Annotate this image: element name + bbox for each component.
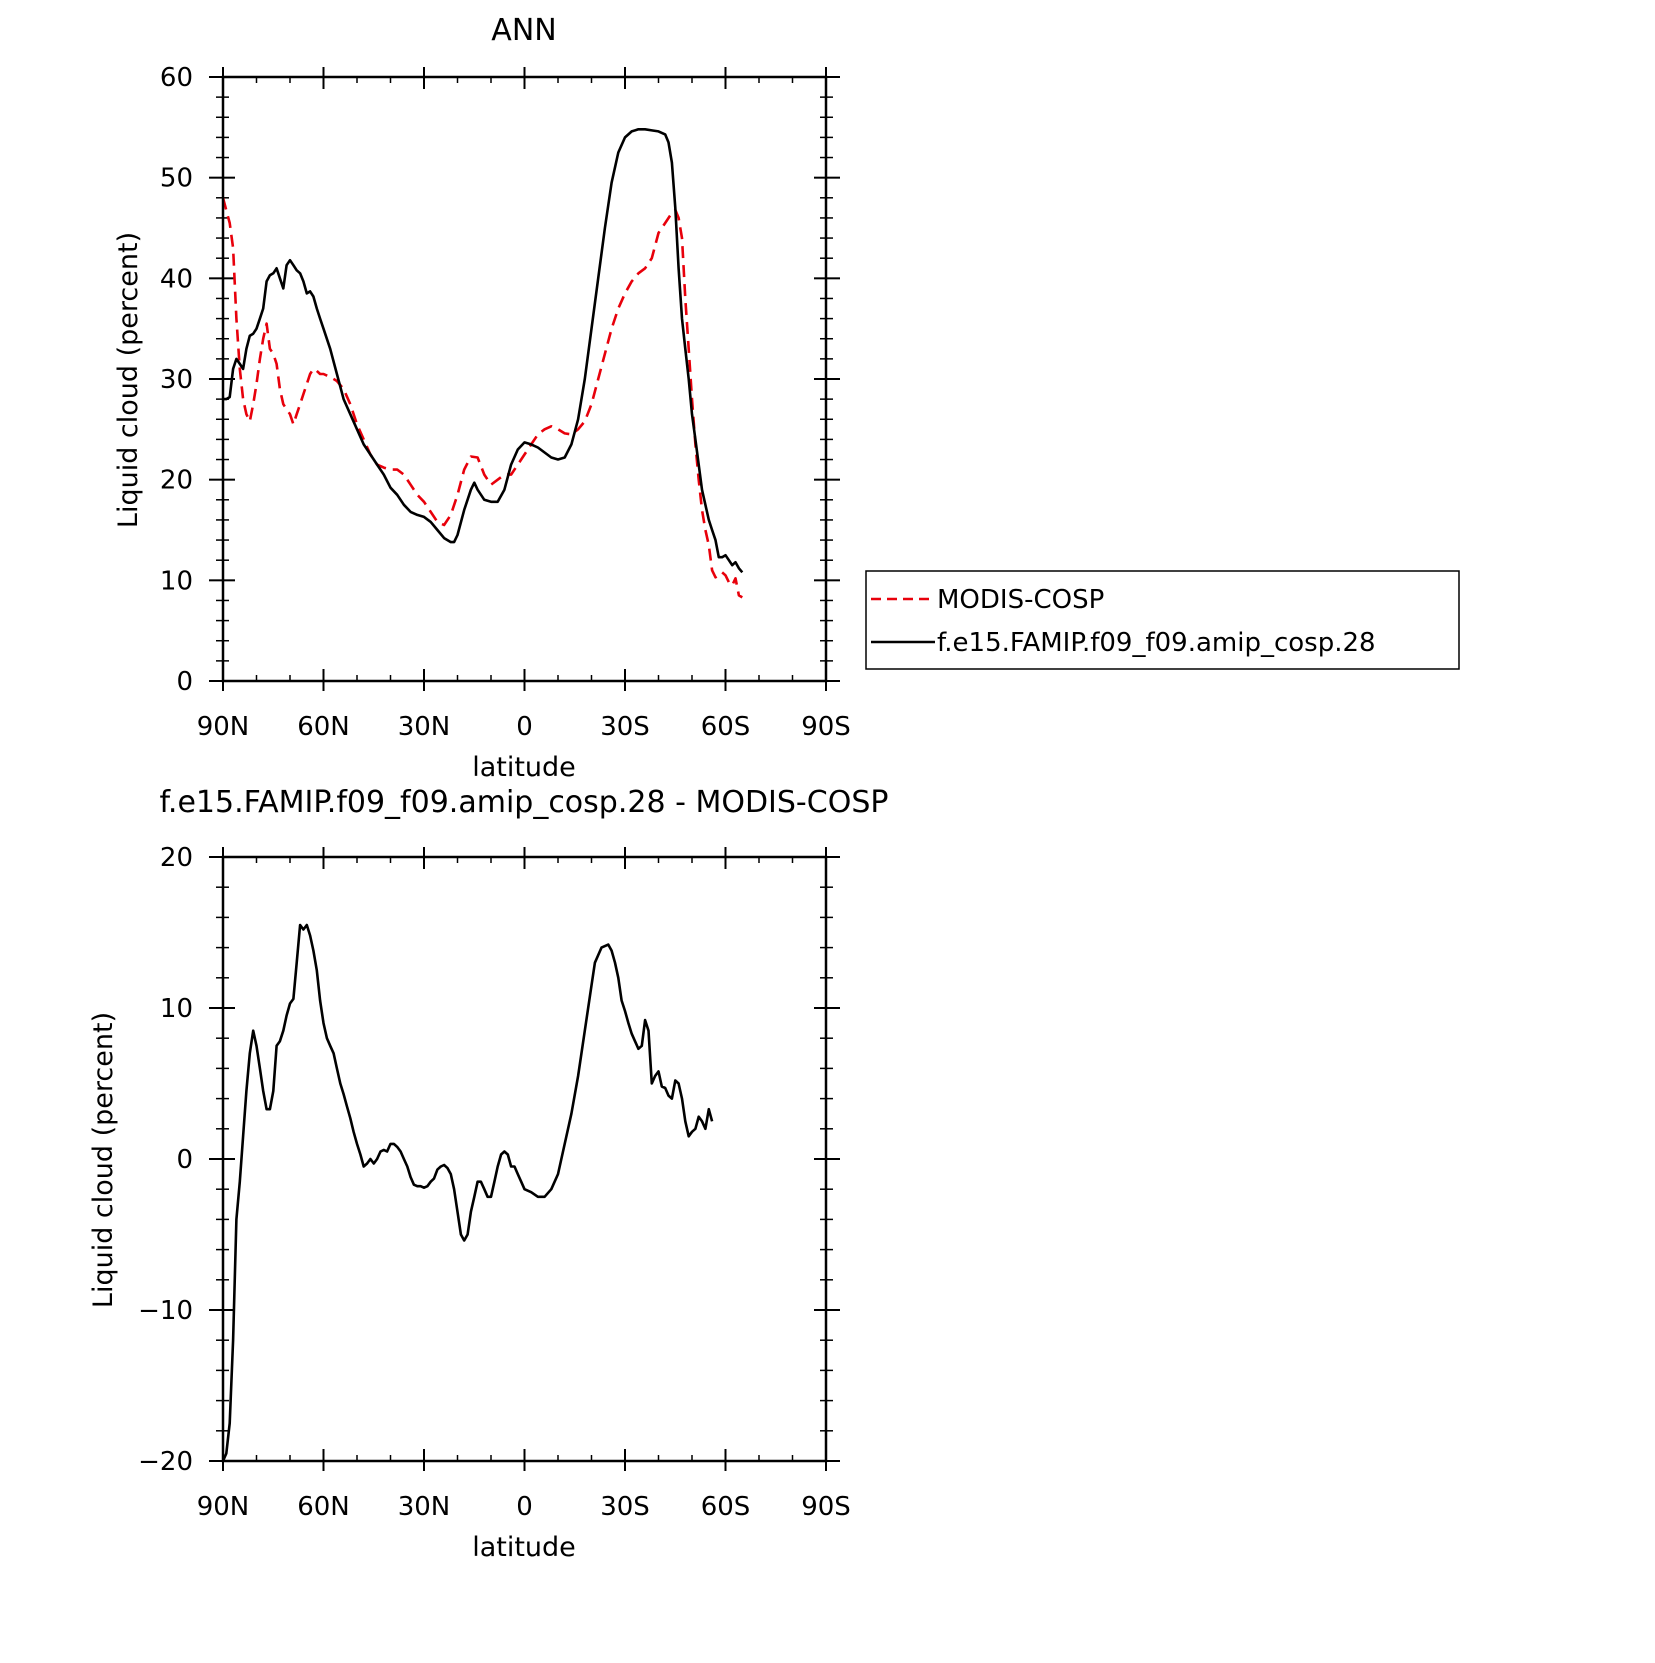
bottom-panel-y-label: Liquid cloud (percent) — [88, 1012, 119, 1308]
bottom-x-tick-label: 30N — [398, 1492, 451, 1522]
legend-entry-modis-cosp: MODIS-COSP — [937, 585, 1104, 615]
top-panel-y-label: Liquid cloud (percent) — [113, 232, 144, 528]
top-y-tick-label: 30 — [160, 365, 193, 395]
legend: MODIS-COSP f.e15.FAMIP.f09_f09.amip_cosp… — [865, 570, 1460, 670]
top-panel-frame — [221, 75, 828, 683]
top-x-tick-label: 90N — [197, 712, 250, 742]
bottom-x-tick-label: 0 — [516, 1492, 533, 1522]
bottom-panel-frame — [221, 855, 828, 1463]
top-y-tick-label: 0 — [176, 667, 193, 697]
bottom-y-tick-label: 20 — [160, 843, 193, 873]
top-x-tick-label: 60S — [701, 712, 751, 742]
top-series-line-1 — [223, 128, 744, 574]
bottom-x-tick-label: 30S — [600, 1492, 650, 1522]
bottom-panel-x-label: latitude — [472, 1532, 576, 1563]
bottom-y-tick-label: 10 — [160, 994, 193, 1024]
bottom-panel-title: f.e15.FAMIP.f09_f09.amip_cosp.28 - MODIS… — [160, 785, 889, 820]
top-x-tick-label: 0 — [516, 712, 533, 742]
top-y-tick-label: 20 — [160, 466, 193, 496]
top-x-tick-label: 30N — [398, 712, 451, 742]
bottom-y-tick-label: −10 — [138, 1296, 193, 1326]
top-panel: ANN Liquid cloud (percent) latitude 90N 6… — [113, 13, 851, 783]
bottom-series-line-0 — [221, 923, 714, 1462]
top-y-tick-label: 50 — [160, 164, 193, 194]
legend-entry-model: f.e15.FAMIP.f09_f09.amip_cosp.28 — [937, 628, 1376, 658]
bottom-x-tick-label: 60S — [701, 1492, 751, 1522]
top-y-tick-label: 40 — [160, 264, 193, 294]
top-x-tick-label: 90S — [801, 712, 851, 742]
top-series-line-0 — [221, 197, 743, 599]
top-panel-x-label: latitude — [472, 752, 576, 783]
bottom-y-tick-label: −20 — [138, 1447, 193, 1477]
legend-box — [865, 570, 1460, 670]
top-y-tick-label: 10 — [160, 566, 193, 596]
top-x-tick-label: 60N — [297, 712, 350, 742]
bottom-y-tick-label: 0 — [176, 1145, 193, 1175]
bottom-panel: f.e15.FAMIP.f09_f09.amip_cosp.28 - MODIS… — [88, 785, 888, 1563]
top-y-tick-label: 60 — [160, 63, 193, 93]
bottom-x-tick-label: 60N — [297, 1492, 350, 1522]
bottom-x-tick-label: 90N — [197, 1492, 250, 1522]
top-x-tick-label: 30S — [600, 712, 650, 742]
top-panel-title: ANN — [491, 13, 556, 48]
bottom-x-tick-label: 90S — [801, 1492, 851, 1522]
